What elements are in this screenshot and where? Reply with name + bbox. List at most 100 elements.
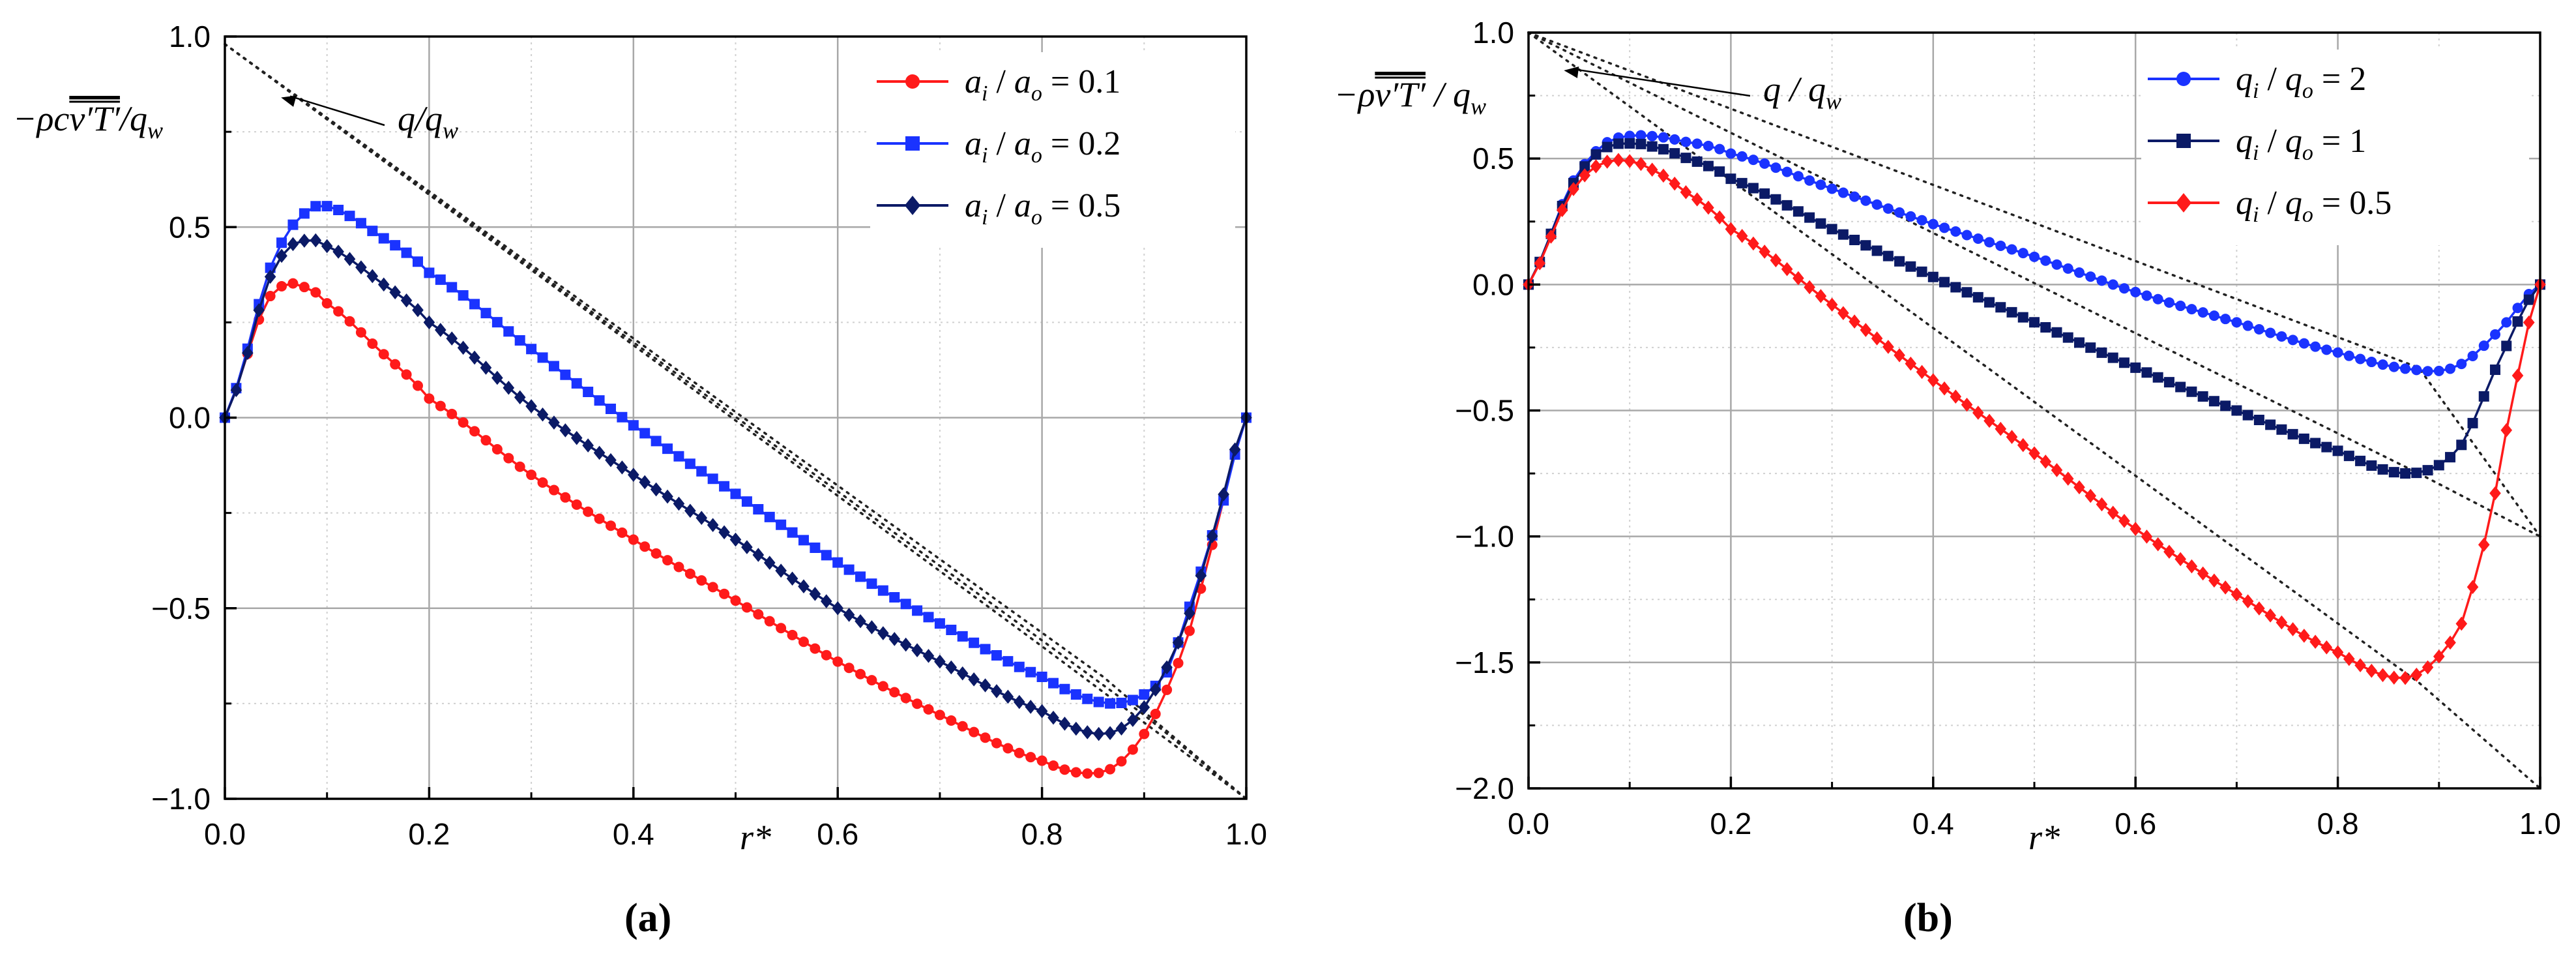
legend-var: a: [1014, 187, 1031, 224]
data-point: [673, 451, 684, 462]
legend-var: q: [2285, 123, 2302, 160]
data-point: [1703, 200, 1714, 215]
data-point: [957, 631, 968, 642]
data-point: [2197, 566, 2209, 581]
data-point: [2197, 391, 2208, 402]
data-point: [2096, 497, 2108, 512]
data-point: [321, 239, 333, 254]
data-point: [310, 201, 321, 212]
data-point: [2141, 367, 2152, 378]
data-point: [1804, 212, 1815, 223]
y-tick-label: 0.0: [169, 401, 211, 435]
data-point: [2186, 386, 2197, 397]
data-point: [662, 489, 673, 504]
legend-sep: /: [988, 63, 1014, 100]
data-point: [503, 380, 515, 395]
data-point: [1770, 194, 1781, 205]
data-point: [2208, 573, 2220, 588]
data-point: [2029, 317, 2040, 328]
data-point: [1837, 306, 1849, 320]
data-point: [2321, 344, 2332, 355]
reference-line-1: [224, 42, 1248, 800]
data-point: [2490, 364, 2501, 375]
y-tick-label: 0.0: [1472, 267, 1514, 301]
data-point: [912, 605, 923, 616]
data-point: [503, 326, 514, 337]
data-point: [2456, 440, 2467, 451]
y-tick-label: −1.0: [1455, 520, 1514, 554]
data-point: [2445, 452, 2456, 463]
data-point: [2197, 307, 2208, 318]
legend-sub: i: [982, 82, 988, 106]
data-point: [877, 626, 889, 640]
data-point: [2265, 419, 2276, 430]
series-2: [219, 233, 1252, 741]
data-point: [1939, 381, 1950, 396]
data-point: [1602, 142, 1613, 153]
data-point: [719, 588, 730, 599]
data-point: [821, 649, 832, 661]
legend-var: q: [2236, 61, 2253, 98]
data-point: [2130, 286, 2141, 297]
data-point: [1059, 717, 1071, 731]
data-point: [526, 470, 537, 481]
data-point: [458, 417, 469, 428]
data-point: [491, 370, 503, 385]
data-point: [2320, 640, 2333, 655]
data-point: [1025, 666, 1036, 678]
x-tick-label: 0.4: [613, 817, 654, 851]
data-point: [1105, 698, 1116, 709]
data-point: [332, 245, 344, 259]
data-point: [435, 400, 446, 411]
data-point: [400, 293, 413, 308]
data-point: [1736, 229, 1748, 243]
data-point: [2298, 338, 2309, 349]
data-point: [2332, 347, 2343, 358]
data-point: [2377, 668, 2389, 683]
data-point: [979, 678, 991, 693]
data-point: [1894, 256, 1905, 267]
data-point: [1669, 148, 1680, 159]
data-point: [2400, 468, 2411, 479]
legend-var: q: [2236, 123, 2253, 160]
x-axis-label: r*: [740, 818, 771, 857]
data-point: [1139, 689, 1150, 700]
data-point: [889, 687, 900, 698]
data-point: [491, 443, 503, 455]
data-point: [378, 233, 389, 244]
data-point: [2388, 467, 2399, 478]
data-point: [480, 361, 492, 375]
legend-swatch-marker: [2176, 72, 2191, 86]
data-point: [536, 407, 549, 422]
data-point: [1837, 187, 1849, 198]
data-point: [2073, 337, 2085, 348]
data-point: [718, 525, 730, 540]
data-point: [2455, 616, 2468, 631]
data-point: [2501, 340, 2512, 351]
data-point: [1972, 233, 1983, 244]
data-point: [2287, 622, 2299, 636]
data-point: [2107, 505, 2119, 520]
data-point: [1972, 406, 1984, 420]
legend-sub: o: [2302, 79, 2313, 103]
data-point: [1036, 755, 1047, 766]
data-point: [798, 579, 810, 593]
data-point: [2141, 290, 2152, 301]
data-point: [1206, 529, 1218, 543]
data-point: [1635, 138, 1647, 149]
data-point: [1195, 568, 1207, 583]
data-point: [1003, 656, 1014, 667]
data-point: [730, 595, 741, 606]
annotation-arrow-head: [1564, 67, 1579, 78]
data-point: [639, 428, 651, 439]
y-label-subscript: w: [147, 117, 163, 143]
y-label-overline: v′T′: [1375, 75, 1426, 114]
legend-value: = 0.1: [1042, 63, 1120, 100]
data-point: [1036, 704, 1048, 719]
x-tick-label: 0.4: [1912, 807, 1954, 841]
data-point: [1748, 155, 1759, 166]
data-point: [855, 571, 866, 582]
data-point: [1059, 683, 1070, 694]
data-point: [2152, 293, 2163, 305]
data-point: [2466, 580, 2479, 595]
